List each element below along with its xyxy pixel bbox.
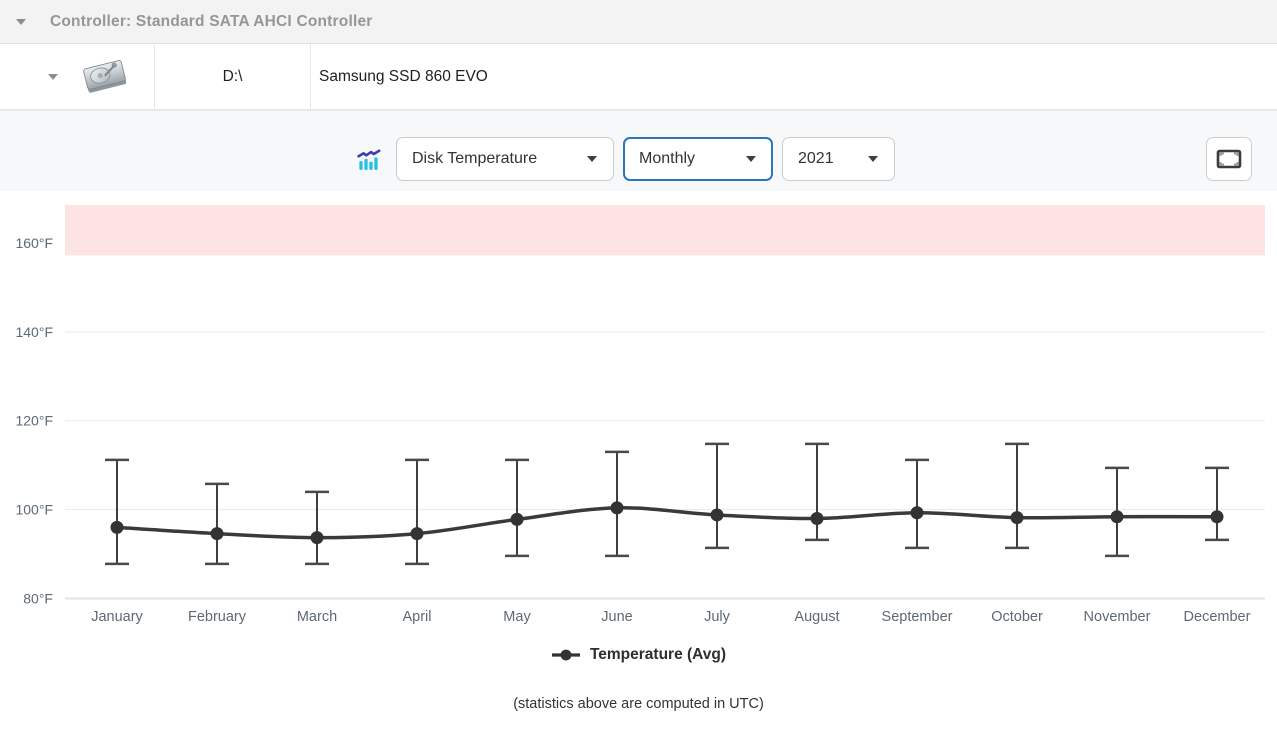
utc-note: (statistics above are computed in UTC) xyxy=(513,696,764,712)
temperature-chart-panel: 80°F 100°F 120°F 140°F 160°F January February M… xyxy=(0,191,1277,712)
svg-text:March: March xyxy=(297,609,337,625)
temperature-chart: 80°F 100°F 120°F 140°F 160°F January February M… xyxy=(15,205,1265,625)
chart-legend[interactable]: Temperature (Avg) xyxy=(0,646,1277,664)
svg-text:January: January xyxy=(91,609,143,625)
svg-text:November: November xyxy=(1084,609,1151,625)
svg-text:100°F: 100°F xyxy=(15,502,53,518)
controller-title: Controller: Standard SATA AHCI Controlle… xyxy=(50,12,373,30)
svg-text:October: October xyxy=(991,609,1043,625)
svg-text:160°F: 160°F xyxy=(15,235,53,251)
chart-type-icon xyxy=(357,149,381,170)
svg-text:July: July xyxy=(704,609,731,625)
period-select-value: Monthly xyxy=(639,150,696,167)
device-row: D:\ Samsung SSD 860 EVO xyxy=(0,44,1277,111)
caret-down-icon xyxy=(868,156,878,162)
svg-text:September: September xyxy=(882,609,953,625)
svg-text:80°F: 80°F xyxy=(23,591,53,607)
fullscreen-button[interactable] xyxy=(1206,137,1252,181)
year-select-value: 2021 xyxy=(798,150,834,167)
svg-text:June: June xyxy=(601,609,632,625)
legend-line-dot-icon xyxy=(551,649,580,661)
drive-letter: D:\ xyxy=(155,44,311,109)
svg-text:April: April xyxy=(402,609,431,625)
fullscreen-icon xyxy=(1216,149,1242,169)
toolbar-controls: Disk Temperature Monthly 2021 xyxy=(357,137,895,181)
svg-text:May: May xyxy=(503,609,531,625)
caret-down-icon xyxy=(587,156,597,162)
period-select[interactable]: Monthly xyxy=(623,137,773,181)
hard-drive-icon xyxy=(83,59,127,93)
legend-label: Temperature (Avg) xyxy=(589,646,727,663)
collapse-caret-icon[interactable] xyxy=(16,18,26,25)
svg-text:December: December xyxy=(1184,609,1251,625)
metric-select-value: Disk Temperature xyxy=(412,150,538,167)
drive-model: Samsung SSD 860 EVO xyxy=(319,67,488,85)
svg-text:August: August xyxy=(794,609,839,625)
metric-select[interactable]: Disk Temperature xyxy=(396,137,614,181)
chart-toolbar: Disk Temperature Monthly 2021 xyxy=(0,111,1277,191)
caret-down-icon xyxy=(746,156,756,162)
controller-header: Controller: Standard SATA AHCI Controlle… xyxy=(0,0,1277,44)
svg-text:February: February xyxy=(188,609,247,625)
svg-text:140°F: 140°F xyxy=(15,324,53,340)
year-select[interactable]: 2021 xyxy=(782,137,895,181)
device-caret-icon[interactable] xyxy=(48,73,58,80)
svg-text:120°F: 120°F xyxy=(15,413,53,429)
device-expand-cell xyxy=(0,44,155,109)
